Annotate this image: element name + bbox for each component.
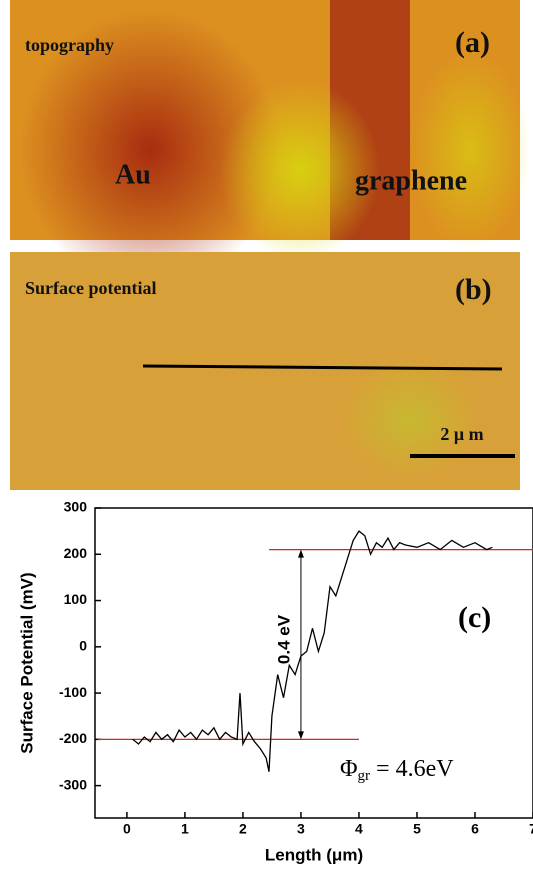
scale-label: 2 μ m [440, 424, 483, 444]
arrow-label: 0.4 eV [274, 614, 293, 664]
phi-symbol: Φ [340, 756, 358, 782]
y-axis-label: Surface Potential (mV) [17, 572, 36, 753]
x-tick-label: 6 [471, 821, 479, 837]
phi-value: = 4.6eV [376, 756, 454, 782]
image-shade [410, 50, 530, 250]
image-shade [340, 360, 480, 480]
panel-a: topography (a) Au graphene [10, 0, 530, 290]
x-tick-label: 2 [239, 821, 247, 837]
chart: -300 -200 -100 0 100 200 300 0 1 2 3 4 5 6 7 Length (μm… [17, 499, 533, 864]
region-label: Au [115, 159, 151, 190]
x-tick-label: 7 [529, 821, 533, 837]
x-tick-label: 1 [181, 821, 189, 837]
phi-subscript: gr [358, 768, 371, 784]
panel-id: (c) [458, 601, 491, 634]
panel-label: topography [25, 35, 114, 55]
panel-id: (b) [455, 273, 492, 306]
y-tick-label: -200 [59, 730, 87, 746]
panel-label: Surface potential [25, 278, 156, 298]
x-tick-label: 5 [413, 821, 421, 837]
image-shade [20, 10, 280, 290]
x-tick-label: 3 [297, 821, 305, 837]
panel-id: (a) [455, 26, 490, 59]
x-tick-label: 0 [123, 821, 131, 837]
plot-frame [94, 507, 533, 819]
work-function: Φgr = 4.6eV [340, 756, 454, 785]
x-tick-label: 4 [355, 821, 363, 837]
y-tick-label: -300 [59, 776, 87, 792]
y-tick-label: 200 [64, 545, 88, 561]
profile-line [142, 364, 503, 371]
x-axis-label: Length (μm) [265, 845, 363, 864]
panel-b: Surface potential (b) 2 μ m [10, 252, 520, 490]
y-tick-label: 0 [79, 638, 87, 654]
y-tick-label: 300 [64, 499, 88, 515]
y-tick-label: 100 [64, 591, 88, 607]
image-shade [220, 80, 380, 260]
y-tick-label: -100 [59, 684, 87, 700]
data-line [132, 530, 493, 772]
region-label: graphene [355, 165, 467, 196]
